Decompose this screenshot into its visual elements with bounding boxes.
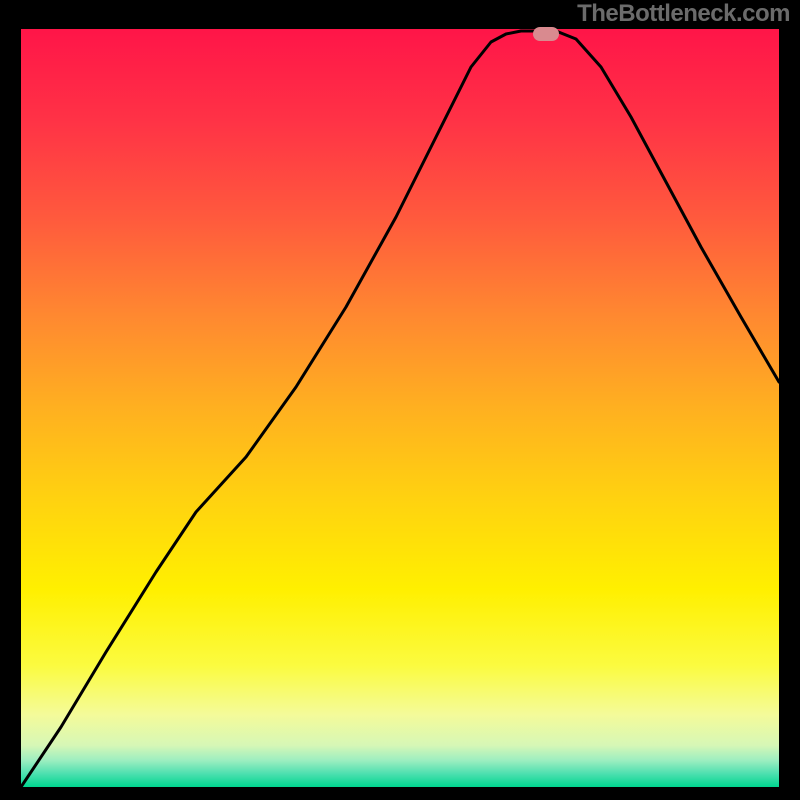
gradient-background	[21, 29, 779, 787]
chart-frame: TheBottleneck.com	[0, 0, 800, 800]
watermark-text: TheBottleneck.com	[577, 0, 790, 28]
optimal-marker	[533, 27, 559, 41]
chart-svg	[21, 29, 779, 787]
plot-area	[21, 29, 779, 787]
